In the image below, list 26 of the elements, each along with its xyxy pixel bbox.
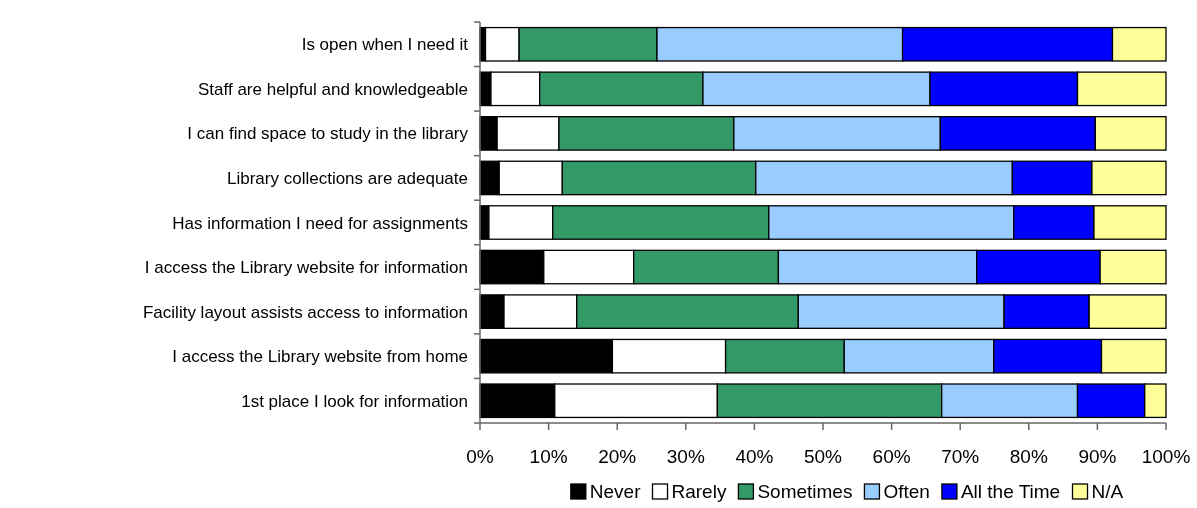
y-tick-label: 1st place I look for information [241, 391, 468, 411]
legend-label: All the Time [960, 481, 1061, 502]
y-tick-label: Library collections are adequate [227, 168, 468, 188]
x-tick-label: 40% [735, 446, 774, 467]
legend-label: Often [883, 481, 930, 502]
y-tick-label: I access the Library website for information [144, 258, 468, 278]
x-tick-label: 70% [941, 446, 980, 467]
y-tick-label: Has information I need for assignments [172, 213, 468, 233]
x-tick-label: 20% [598, 446, 637, 467]
x-tick-label: 50% [803, 446, 843, 467]
y-tick-label: I can find space to study in the library [187, 124, 469, 144]
x-tick-label: 90% [1078, 446, 1117, 467]
x-tick-label: 10% [529, 446, 568, 467]
x-tick-label: 100% [1141, 446, 1191, 467]
y-tick-label: Facility layout assists access to information [142, 302, 468, 322]
x-tick-label: 0% [466, 446, 494, 467]
x-tick-label: 30% [666, 446, 705, 467]
legend-label: N/A [1091, 481, 1124, 502]
y-tick-label: Staff are helpful and knowledgeable [198, 79, 468, 99]
legend-label: Sometimes [757, 481, 853, 502]
x-tick-label: 60% [872, 446, 911, 467]
y-tick-label: I access the Library website from home [172, 347, 468, 367]
legend-label: Never [589, 481, 642, 502]
legend-label: Rarely [671, 481, 727, 502]
x-tick-label: 80% [1009, 446, 1048, 467]
y-tick-label: Is open when I need it [301, 35, 469, 55]
